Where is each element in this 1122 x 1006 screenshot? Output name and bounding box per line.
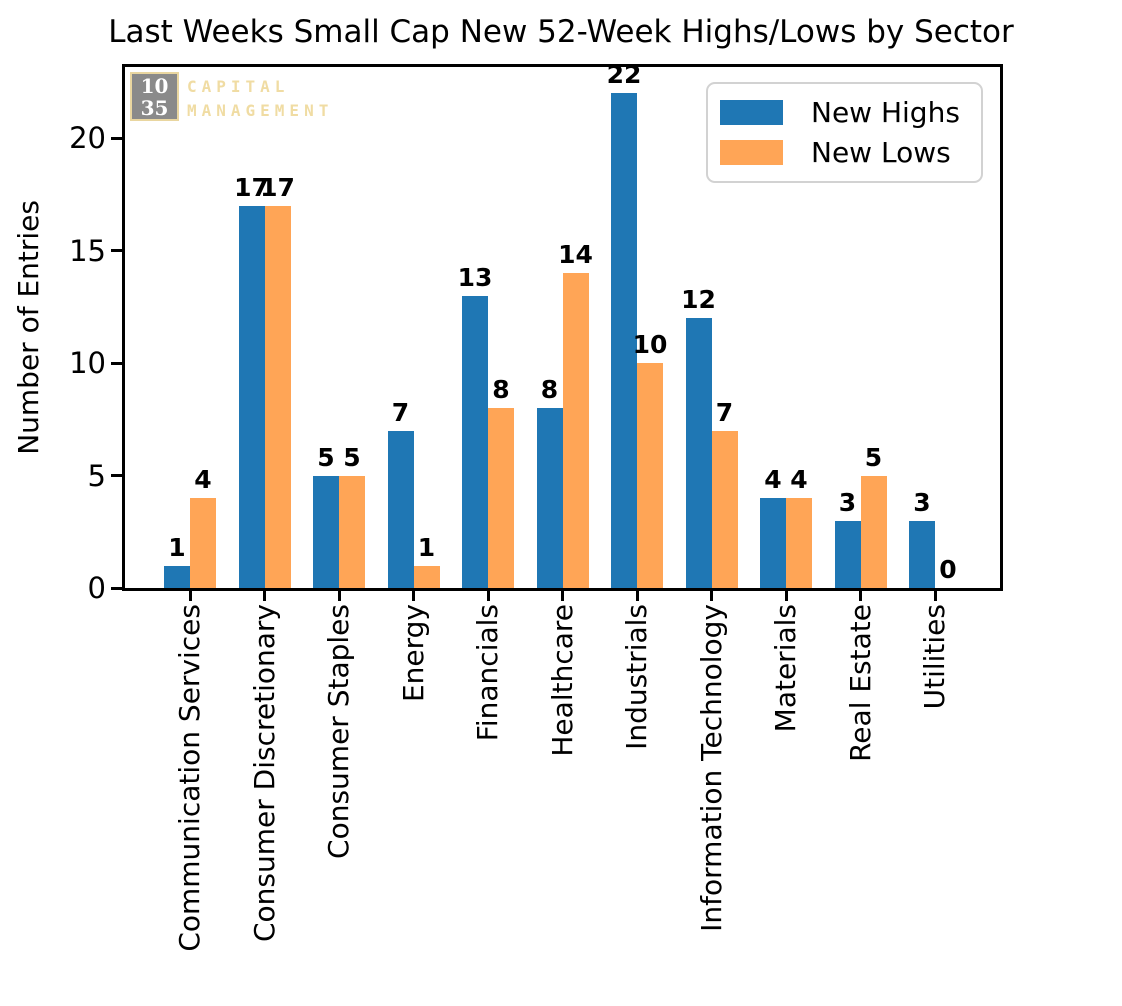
bar-value-label-new-highs-financials: 13	[457, 262, 493, 292]
x-tick-mark	[188, 588, 192, 601]
y-tick-label: 15	[69, 233, 106, 268]
bar-value-label-new-lows-materials: 4	[790, 465, 808, 494]
bar-value-label-new-highs-consumer-discretionary: 17	[234, 172, 269, 202]
bar-value-label-new-lows-consumer-discretionary: 17	[260, 172, 295, 202]
chart-title: Last Weeks Small Cap New 52-Week Highs/L…	[108, 14, 1014, 50]
bar-new-lows-industrials	[637, 363, 663, 588]
logo-1035-badge: 10 35	[130, 72, 179, 121]
logo-number-top: 10	[140, 73, 169, 98]
bar-value-label-new-highs-utilities: 3	[913, 487, 931, 517]
bar-value-label-new-lows-information-technology: 7	[715, 397, 734, 427]
bar-value-label-new-highs-energy: 7	[391, 397, 410, 427]
legend-swatch-new-highs	[720, 99, 783, 125]
bar-value-label-new-lows-communication-services: 4	[194, 465, 212, 494]
bar-new-lows-consumer-discretionary	[264, 205, 291, 588]
bar-value-label-new-highs-materials: 4	[764, 465, 782, 494]
x-tick-mark	[486, 588, 490, 601]
x-tick-label-real-estate: Real Estate	[843, 604, 877, 762]
bar-new-lows-energy	[413, 565, 440, 588]
y-tick-mark	[111, 361, 124, 365]
bar-value-label-new-lows-real-estate: 5	[864, 442, 883, 472]
x-tick-mark	[263, 588, 266, 601]
bar-value-label-new-highs-healthcare: 8	[540, 375, 559, 404]
bar-new-lows-real-estate	[860, 475, 887, 588]
x-tick-mark	[412, 588, 415, 601]
x-tick-mark	[933, 588, 937, 601]
bar-value-label-new-highs-real-estate: 3	[838, 487, 857, 517]
bar-new-highs-financials	[462, 295, 488, 588]
bar-value-label-new-lows-utilities: 0	[939, 555, 957, 584]
bar-new-lows-healthcare	[562, 273, 589, 588]
legend-label-new-lows: New Lows	[811, 136, 951, 170]
legend-item-new-highs: New Highs	[720, 96, 969, 129]
x-tick-label-industrials: Industrials	[620, 604, 653, 750]
x-tick-label-energy: Energy	[396, 604, 430, 703]
bar-new-lows-financials	[488, 408, 514, 588]
logo-number-bottom: 35	[140, 95, 169, 120]
y-tick-label: 10	[69, 346, 106, 380]
x-tick-label-communication-services: Communication Services	[173, 604, 206, 952]
x-tick-label-healthcare: Healthcare	[545, 604, 579, 757]
logo-1035-capital-management: 10 35 CAPITAL MANAGEMENT	[130, 72, 333, 123]
bar-value-label-new-highs-communication-services: 1	[168, 532, 186, 562]
bar-new-highs-industrials	[611, 93, 637, 588]
bar-new-highs-consumer-discretionary	[238, 205, 265, 588]
legend-label-new-highs: New Highs	[811, 95, 960, 129]
x-tick-mark	[635, 588, 639, 601]
x-tick-mark	[710, 588, 713, 601]
bar-new-highs-utilities	[909, 520, 935, 588]
x-tick-mark	[784, 588, 788, 601]
bar-new-highs-real-estate	[834, 520, 861, 588]
x-tick-label-financials: Financials	[471, 604, 504, 742]
x-tick-label-consumer-discretionary: Consumer Discretionary	[247, 604, 281, 942]
bar-value-label-new-highs-consumer-staples: 5	[317, 442, 335, 472]
x-tick-mark	[337, 588, 341, 601]
logo-wordmark-line2: MANAGEMENT	[187, 101, 334, 120]
bar-new-highs-healthcare	[536, 408, 563, 588]
logo-wordmark: CAPITAL MANAGEMENT	[187, 72, 333, 123]
bar-value-label-new-lows-consumer-staples: 5	[343, 442, 361, 472]
bar-new-highs-energy	[387, 430, 414, 588]
y-tick-label: 0	[87, 571, 106, 605]
bar-new-lows-consumer-staples	[339, 475, 365, 588]
bar-new-highs-communication-services	[164, 565, 190, 588]
bar-value-label-new-highs-information-technology: 12	[681, 285, 716, 314]
bar-value-label-new-lows-energy: 1	[417, 532, 436, 562]
x-tick-label-consumer-staples: Consumer Staples	[322, 604, 355, 859]
x-tick-label-materials: Materials	[769, 604, 802, 733]
legend: New Highs New Lows	[706, 82, 983, 183]
x-tick-mark	[859, 588, 862, 601]
bar-new-highs-materials	[760, 498, 786, 588]
y-tick-label: 5	[87, 458, 106, 493]
bar-new-lows-materials	[786, 498, 812, 588]
y-tick-mark	[111, 136, 124, 140]
bar-new-highs-consumer-staples	[313, 475, 339, 588]
bar-value-label-new-lows-industrials: 10	[632, 330, 668, 359]
y-tick-label: 20	[69, 121, 106, 155]
bar-value-label-new-highs-industrials: 22	[606, 60, 642, 89]
bar-new-lows-information-technology	[711, 430, 738, 588]
y-tick-mark	[111, 249, 124, 252]
legend-swatch-new-lows	[720, 140, 783, 166]
bar-value-label-new-lows-financials: 8	[492, 375, 510, 404]
bar-new-lows-communication-services	[190, 498, 216, 588]
logo-wordmark-line1: CAPITAL	[187, 77, 290, 96]
bar-value-label-new-lows-healthcare: 14	[558, 240, 593, 269]
x-tick-mark	[561, 588, 564, 601]
legend-item-new-lows: New Lows	[720, 136, 969, 169]
bar-new-highs-information-technology	[685, 318, 712, 588]
y-tick-mark	[111, 586, 124, 590]
y-tick-mark	[111, 474, 124, 477]
x-tick-label-information-technology: Information Technology	[694, 604, 728, 932]
x-tick-label-utilities: Utilities	[918, 604, 951, 710]
